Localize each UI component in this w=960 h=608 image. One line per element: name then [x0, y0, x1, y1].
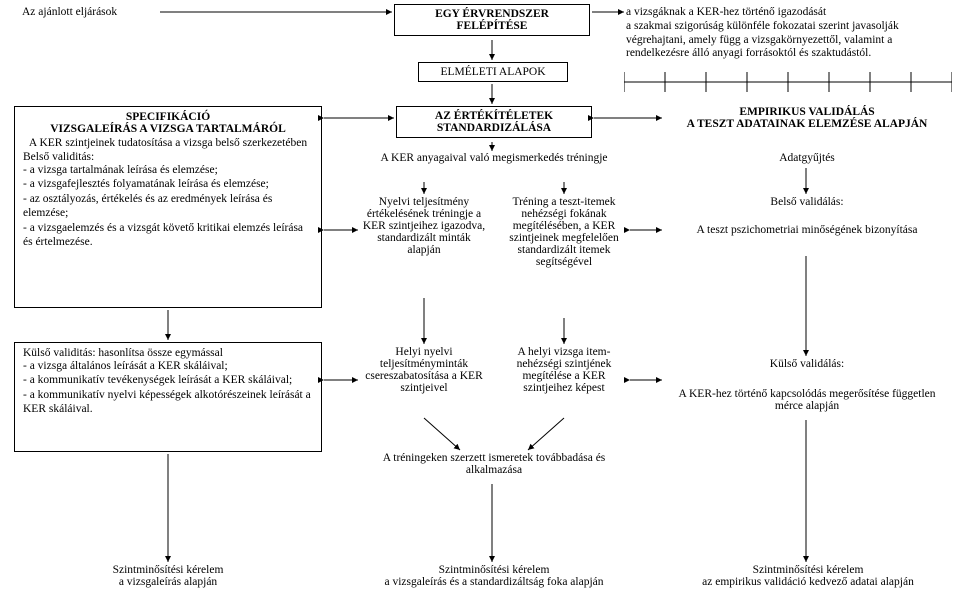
col1-kulso-list: - a vizsga általános leírását a KER skál…: [23, 359, 313, 417]
col2-bottom: Szintminősítési kérelem a vizsgaleírás é…: [334, 564, 654, 588]
col2-left-box2: Helyi nyelvi teljesítményminták cseresza…: [360, 346, 488, 394]
col2-right-box: Tréning a teszt-itemek nehézségi fokának…: [500, 196, 628, 268]
col3-sub: Adatgyűjtés: [664, 152, 950, 164]
col3-heading: EMPIRIKUS VALIDÁLÁS A TESZT ADATAINAK EL…: [664, 106, 950, 130]
col2-right-box2: A helyi vizsga item-nehézségi szintjének…: [500, 346, 628, 394]
col2-mid: A tréningeken szerzett ismeretek továbba…: [368, 452, 620, 476]
col3-bottom: Szintminősítési kérelem az empirikus val…: [658, 564, 958, 588]
col1-belso-list: - a vizsga tartalmának leírása és elemzé…: [23, 163, 313, 249]
top-right-text: a vizsgáknak a KER-hez történő igazodásá…: [626, 6, 950, 61]
col3-belso-text: A teszt pszichometriai minőségének bizon…: [664, 224, 950, 236]
col1-kulso-box: Külső validitás: hasonlítsa össze egymás…: [14, 342, 322, 452]
col1-kulso-title: Külső validitás: hasonlítsa össze egymás…: [23, 347, 313, 359]
title-line1: EGY ÉRVRENDSZER: [401, 8, 583, 20]
subtitle-box: ELMÉLETI ALAPOK: [418, 62, 568, 82]
ladder-icon: [624, 70, 952, 94]
col1-belso-title: Belső validitás:: [23, 151, 313, 163]
title-line2: FELÉPÍTÉSE: [401, 20, 583, 32]
col1-sub: A KER szintjeinek tudatosítása a vizsga …: [23, 137, 313, 149]
col1-main-box: SPECIFIKÁCIÓ VIZSGALEÍRÁS A VIZSGA TARTA…: [14, 106, 322, 308]
col2-heading: AZ ÉRTÉKÍTÉLETEK STANDARDIZÁLÁSA: [403, 110, 585, 134]
title-box: EGY ÉRVRENDSZER FELÉPÍTÉSE: [394, 4, 590, 36]
col1-bottom: Szintminősítési kérelem a vizsgaleírás a…: [14, 564, 322, 588]
col2-left-box: Nyelvi teljesítmény értékelésének trénin…: [360, 196, 488, 256]
top-left-label: Az ajánlott eljárások: [22, 6, 117, 18]
col3-kulso-text: A KER-hez történő kapcsolódás megerősíté…: [664, 388, 950, 412]
col3-belso-title: Belső validálás:: [664, 196, 950, 208]
col2-heading-box: AZ ÉRTÉKÍTÉLETEK STANDARDIZÁLÁSA: [396, 106, 592, 138]
col2-sub: A KER anyagaival való megismerkedés trén…: [368, 152, 620, 164]
col3-kulso-title: Külső validálás:: [664, 358, 950, 370]
col1-heading: SPECIFIKÁCIÓ VIZSGALEÍRÁS A VIZSGA TARTA…: [23, 111, 313, 135]
